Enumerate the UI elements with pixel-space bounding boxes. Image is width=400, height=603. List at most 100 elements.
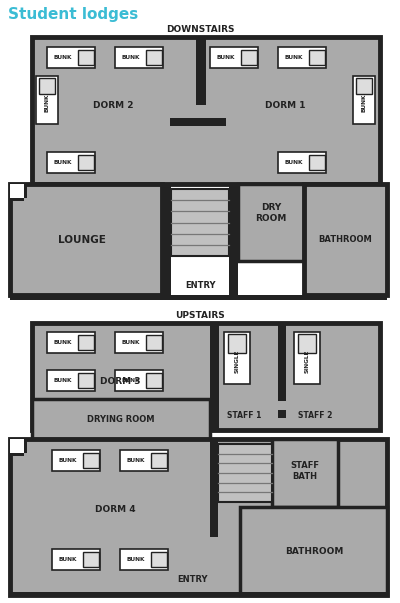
Bar <box>162 261 171 295</box>
Text: BUNK: BUNK <box>362 93 366 112</box>
Text: BUNK: BUNK <box>284 160 303 165</box>
Text: BUNK: BUNK <box>126 557 145 562</box>
Bar <box>36 76 58 124</box>
Text: STAFF 2: STAFF 2 <box>298 411 332 420</box>
Bar <box>39 78 55 94</box>
Bar <box>10 198 24 201</box>
Bar <box>241 50 256 65</box>
Bar <box>32 399 210 439</box>
Text: BUNK: BUNK <box>44 93 50 112</box>
Bar <box>115 332 163 353</box>
Text: BUNK: BUNK <box>216 55 235 60</box>
Text: DORM 3: DORM 3 <box>100 377 140 387</box>
Bar <box>24 439 27 453</box>
Bar <box>210 47 258 68</box>
Bar <box>218 444 272 502</box>
Bar <box>278 410 286 418</box>
Bar <box>162 184 171 261</box>
Bar <box>151 552 166 567</box>
Text: BATHROOM: BATHROOM <box>285 546 343 555</box>
Bar <box>10 453 24 456</box>
Text: ENTRY: ENTRY <box>185 280 215 289</box>
Text: DORM 2: DORM 2 <box>93 101 133 110</box>
Bar <box>146 373 162 388</box>
Text: LOUNGE: LOUNGE <box>58 235 106 245</box>
Text: SINGLE: SINGLE <box>304 349 310 373</box>
Bar <box>170 118 226 126</box>
Text: DOWNSTAIRS: DOWNSTAIRS <box>166 25 234 34</box>
Bar <box>78 373 94 388</box>
Bar <box>115 47 163 68</box>
Bar <box>78 335 94 350</box>
Text: ENTRY: ENTRY <box>177 575 207 584</box>
Bar <box>146 50 162 65</box>
Bar <box>83 552 98 567</box>
Bar <box>210 439 218 507</box>
Bar <box>304 184 387 295</box>
Text: STAFF
BATH: STAFF BATH <box>290 461 320 481</box>
Bar <box>210 323 219 430</box>
Bar <box>115 370 163 391</box>
Text: BUNK: BUNK <box>121 340 140 345</box>
Text: BATHROOM: BATHROOM <box>318 236 372 244</box>
Bar <box>196 118 206 126</box>
Bar <box>224 332 250 384</box>
Bar <box>151 453 166 468</box>
Text: BUNK: BUNK <box>121 378 140 383</box>
Bar <box>32 323 380 430</box>
Text: UPSTAIRS: UPSTAIRS <box>175 311 225 320</box>
Bar <box>210 507 218 537</box>
Bar <box>120 549 168 570</box>
Bar <box>228 334 246 353</box>
Bar <box>47 152 95 173</box>
Text: BUNK: BUNK <box>121 55 140 60</box>
Bar <box>353 76 375 124</box>
Bar <box>171 189 229 256</box>
Text: BUNK: BUNK <box>126 458 145 463</box>
Bar <box>356 78 372 94</box>
Bar <box>309 155 324 170</box>
Text: DRY
ROOM: DRY ROOM <box>255 203 287 223</box>
Text: Student lodges: Student lodges <box>8 7 138 22</box>
Bar <box>78 155 94 170</box>
Bar <box>10 295 387 300</box>
Text: BUNK: BUNK <box>53 160 72 165</box>
Bar <box>238 184 304 261</box>
Bar <box>298 334 316 353</box>
Text: BUNK: BUNK <box>284 55 303 60</box>
Bar <box>196 37 206 105</box>
Bar <box>47 332 95 353</box>
Bar <box>278 152 326 173</box>
Text: SINGLE: SINGLE <box>234 349 240 373</box>
Bar <box>83 453 98 468</box>
Bar <box>52 549 100 570</box>
Bar <box>146 335 162 350</box>
Text: STAFF 1: STAFF 1 <box>227 411 261 420</box>
Text: DORM 1: DORM 1 <box>265 101 305 110</box>
Text: BUNK: BUNK <box>53 378 72 383</box>
Bar <box>10 439 24 453</box>
Bar <box>240 507 387 595</box>
Bar <box>10 592 387 597</box>
Bar <box>229 184 238 261</box>
Bar <box>278 47 326 68</box>
Bar <box>10 184 24 198</box>
Text: BUNK: BUNK <box>53 340 72 345</box>
Bar <box>272 439 338 507</box>
Bar <box>229 261 238 295</box>
Bar <box>47 47 95 68</box>
Bar <box>52 450 100 471</box>
Bar <box>120 450 168 471</box>
Text: DRYING ROOM: DRYING ROOM <box>87 414 155 423</box>
Text: DORM 4: DORM 4 <box>95 505 135 514</box>
Bar <box>24 184 27 198</box>
Bar <box>309 50 324 65</box>
Bar <box>47 370 95 391</box>
Bar <box>10 439 387 595</box>
Bar <box>10 184 162 295</box>
Bar <box>32 37 380 184</box>
Text: BUNK: BUNK <box>58 458 77 463</box>
Bar <box>278 323 286 401</box>
Bar <box>78 50 94 65</box>
Bar <box>294 332 320 384</box>
